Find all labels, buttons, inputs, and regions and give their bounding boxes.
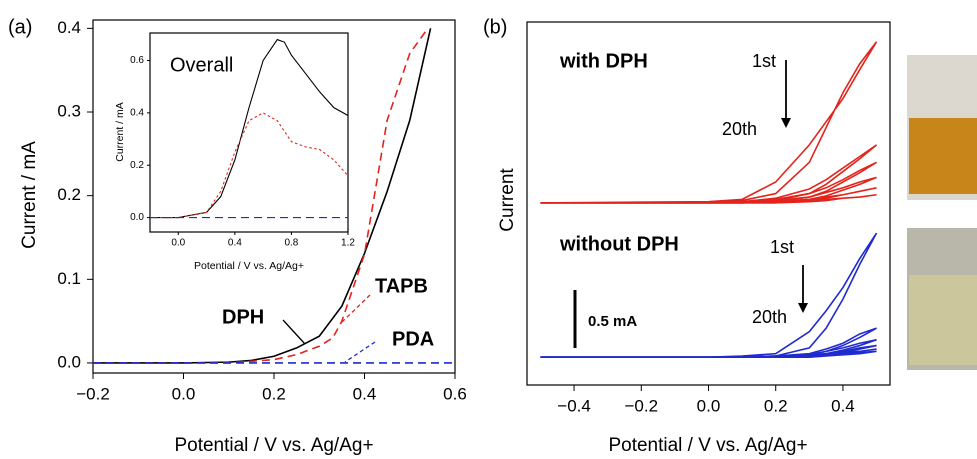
chart-panel: 0.0 0.4 0.8 1.2 0.0 0.2 0.4 0.6 Potential / V vs… — [114, 32, 355, 272]
pda-leader — [344, 341, 376, 363]
series-line — [93, 28, 432, 364]
powder — [909, 275, 977, 365]
y-tick-label: 0.2 — [57, 185, 81, 204]
series-label: DPH — [222, 306, 264, 328]
y-tick-label: 0.1 — [57, 269, 81, 288]
scale-bar-label: 0.5 mA — [588, 313, 637, 330]
x-tick-label: 0.2 — [262, 384, 286, 403]
chart-panel: −0.2 0.0 0.2 0.4 0.6 0.0 0.1 0.2 0.3 0.4 Potential… — [8, 16, 467, 456]
x-tick-label: −0.4 — [557, 396, 591, 415]
y-axis-label: Current / mA — [19, 141, 40, 249]
series-line — [540, 41, 878, 204]
dph-leader — [282, 319, 306, 345]
x-tick-label: 0.6 — [443, 384, 467, 403]
chart-title: without DPH — [559, 233, 679, 255]
x-tick-label: 0.4 — [228, 238, 242, 249]
chart-title: Overall — [170, 54, 233, 76]
y-tick-label: 0.4 — [57, 18, 81, 37]
x-tick-label: 1.2 — [341, 238, 355, 249]
x-tick-label: 0.2 — [764, 396, 788, 415]
annotation: 20th — [722, 119, 757, 139]
x-tick-label: 0.4 — [353, 384, 377, 403]
chart-title: with DPH — [559, 50, 648, 72]
y-axis-label: Current / mA — [114, 102, 126, 162]
chart-panel: without DPH 1st 20th 0.5 mA — [540, 232, 878, 358]
x-axis-label: Potential / V vs. Ag/Ag+ — [194, 260, 304, 272]
photos — [907, 55, 977, 370]
series-line — [540, 144, 878, 204]
x-tick-label: −0.2 — [624, 396, 658, 415]
x-axis-label: Potential / V vs. Ag/Ag+ — [608, 435, 807, 456]
y-tick-label: 0.0 — [57, 352, 81, 371]
annotation: 1st — [770, 237, 794, 257]
series-line — [93, 27, 429, 364]
y-tick-label: 0.6 — [130, 55, 144, 66]
series-label: PDA — [392, 328, 434, 350]
series-line — [540, 350, 877, 358]
series-line — [540, 193, 877, 204]
x-tick-label: 0.4 — [831, 396, 855, 415]
y-tick-label: 0.2 — [130, 160, 144, 171]
x-axis-label: Potential / V vs. Ag/Ag+ — [174, 435, 373, 456]
arrow-head — [798, 303, 808, 313]
arrow-head — [781, 118, 791, 128]
panel-label: (b) — [483, 16, 507, 38]
x-tick-label: 0.0 — [171, 238, 185, 249]
series-line — [150, 112, 349, 219]
series-label: TAPB — [375, 275, 428, 297]
annotation: 20th — [752, 307, 787, 327]
x-tick-label: −0.2 — [76, 384, 110, 403]
annotation: 1st — [752, 51, 776, 71]
series-line — [540, 327, 877, 358]
chart-panel: −0.4 −0.2 0.0 0.2 0.4 Potential / V vs. Ag/Ag… — [483, 16, 891, 456]
y-tick-label: 0.0 — [130, 212, 144, 223]
y-axis-label: Current — [497, 168, 518, 232]
y-tick-label: 0.3 — [57, 101, 81, 120]
plot-frame — [149, 32, 349, 233]
y-tick-label: 0.4 — [130, 108, 144, 119]
x-tick-label: 0.8 — [284, 238, 298, 249]
panel-label: (a) — [8, 16, 32, 38]
x-tick-label: 0.0 — [697, 396, 721, 415]
leaders — [282, 60, 808, 363]
solution — [909, 118, 977, 194]
x-tick-label: 0.0 — [172, 384, 196, 403]
